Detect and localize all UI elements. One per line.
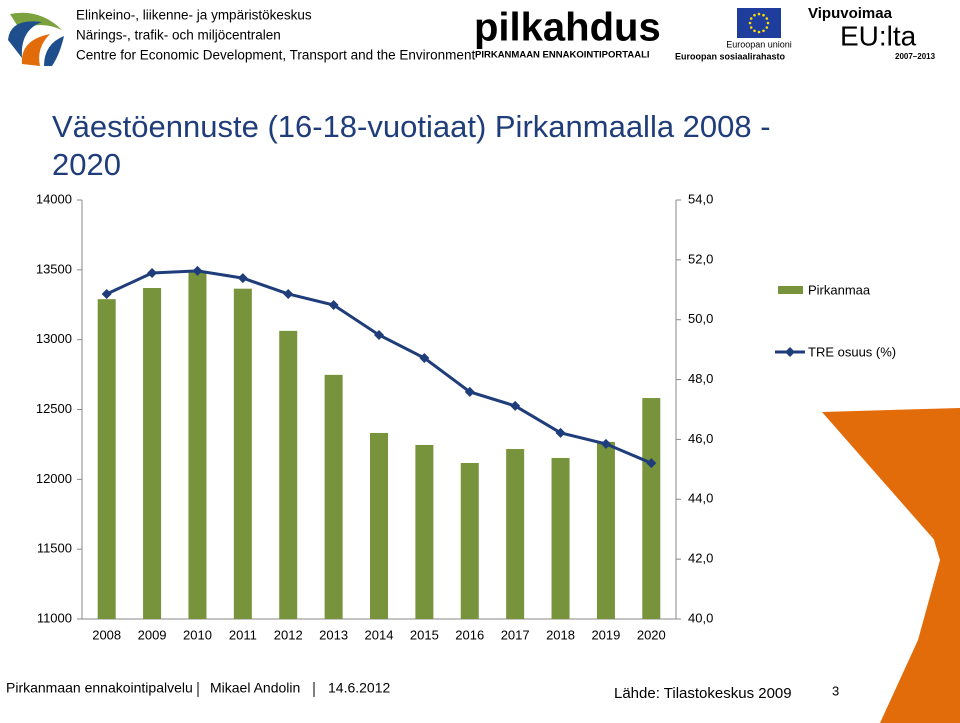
y-tick-label: 11000 (37, 610, 72, 625)
y2-tick-label: 44,0 (688, 491, 713, 506)
bar (551, 457, 570, 619)
bar (233, 288, 252, 619)
line-marker (101, 288, 112, 299)
bar (642, 398, 661, 619)
y2-tick-label: 42,0 (688, 551, 713, 566)
bar (324, 374, 343, 619)
chart-title: Väestöennuste (16-18-vuotiaat) Pirkanmaa… (52, 109, 771, 182)
line-marker (510, 400, 521, 411)
bar (143, 287, 162, 619)
x-tick-label: 2018 (546, 627, 575, 642)
vipu-text: Vipuvoimaa (808, 5, 893, 22)
bar (415, 444, 434, 619)
line-marker (283, 288, 294, 299)
x-tick-label: 2014 (365, 627, 394, 642)
eu-star (749, 17, 753, 20)
eu-text: Euroopan sosiaalirahasto (675, 51, 786, 61)
line-marker (374, 329, 384, 340)
bar (506, 449, 525, 619)
pilkahdus-sub: PIRKANMAAN ENNAKOINTIPORTAALI (475, 50, 650, 61)
ely-text: Närings-, trafik- och miljöcentralen (76, 28, 281, 43)
bar (370, 432, 388, 619)
pilkahdus-logo: pilkahdus (474, 6, 661, 50)
decoration (822, 408, 960, 723)
bar (279, 330, 298, 619)
line-marker (237, 273, 248, 284)
y2-tick-label: 52,0 (688, 251, 713, 266)
line-marker (464, 386, 475, 397)
eu-star (757, 12, 761, 16)
x-tick-label: 2013 (319, 627, 348, 642)
y2-tick-label: 50,0 (688, 311, 713, 326)
eu-star (762, 29, 765, 33)
eu-stars (748, 12, 770, 34)
y-tick-label: 12000 (36, 471, 72, 486)
footer-date: 14.6.2012 (328, 680, 390, 696)
footer-service: Pirkanmaan ennakointipalvelu (6, 680, 193, 696)
eu-star (749, 26, 753, 29)
footer-author: Mikael Andolin (210, 680, 300, 696)
x-tick-label: 2009 (138, 627, 167, 642)
legend-label: Pirkanmaa (808, 282, 871, 297)
y2-tick-label: 54,0 (688, 191, 713, 206)
line-marker (192, 265, 203, 276)
x-tick-label: 2019 (591, 627, 620, 642)
eu-star (765, 26, 769, 29)
x-tick-label: 2017 (501, 627, 530, 642)
y2-tick-label: 46,0 (688, 431, 713, 446)
line-marker (147, 268, 158, 279)
line-marker (419, 353, 430, 364)
bar (188, 271, 207, 619)
page-number: 3 (832, 683, 839, 698)
eu-star (757, 30, 761, 34)
legend-swatch (785, 347, 795, 357)
eu-star (765, 17, 769, 20)
x-tick-label: 2015 (410, 627, 439, 642)
bar (596, 441, 615, 619)
y-tick-label: 13500 (36, 261, 72, 276)
y-tick-label: 14000 (36, 191, 72, 206)
x-tick-label: 2011 (229, 627, 257, 642)
x-tick-label: 2012 (274, 627, 303, 642)
eu-star (753, 29, 756, 33)
line-marker (555, 427, 566, 438)
eu-text: Euroopan unioni (726, 39, 792, 49)
x-tick-label: 2016 (455, 627, 484, 642)
eu-star (748, 21, 752, 25)
ely-text: Elinkeino-, liikenne- ja ympäristökeskus (76, 8, 312, 23)
eu-star (753, 13, 756, 17)
vipu-years: 2007–2013 (895, 52, 936, 61)
y-tick-label: 13000 (36, 331, 72, 346)
vipu-eu: EU:lta (840, 20, 917, 51)
bar (97, 299, 116, 619)
bar (460, 462, 479, 619)
eu-star (762, 13, 765, 17)
x-tick-label: 2010 (183, 627, 212, 642)
legend-label: TRE osuus (%) (808, 344, 896, 359)
y-tick-label: 11500 (37, 541, 72, 556)
ely-text: Centre for Economic Development, Transpo… (76, 48, 475, 63)
footer-source: Lähde: Tilastokeskus 2009 (614, 685, 792, 702)
line-marker (646, 458, 657, 469)
eu-flag (737, 8, 781, 38)
ely-logo (8, 12, 64, 66)
y2-tick-label: 48,0 (688, 371, 713, 386)
eu-star (766, 21, 770, 25)
y2-tick-label: 40,0 (688, 610, 713, 625)
line-marker (328, 300, 339, 311)
legend-swatch (778, 286, 803, 294)
y-tick-label: 12500 (36, 401, 72, 416)
line-marker (600, 438, 611, 449)
x-tick-label: 2020 (637, 627, 666, 642)
x-tick-label: 2008 (92, 627, 121, 642)
